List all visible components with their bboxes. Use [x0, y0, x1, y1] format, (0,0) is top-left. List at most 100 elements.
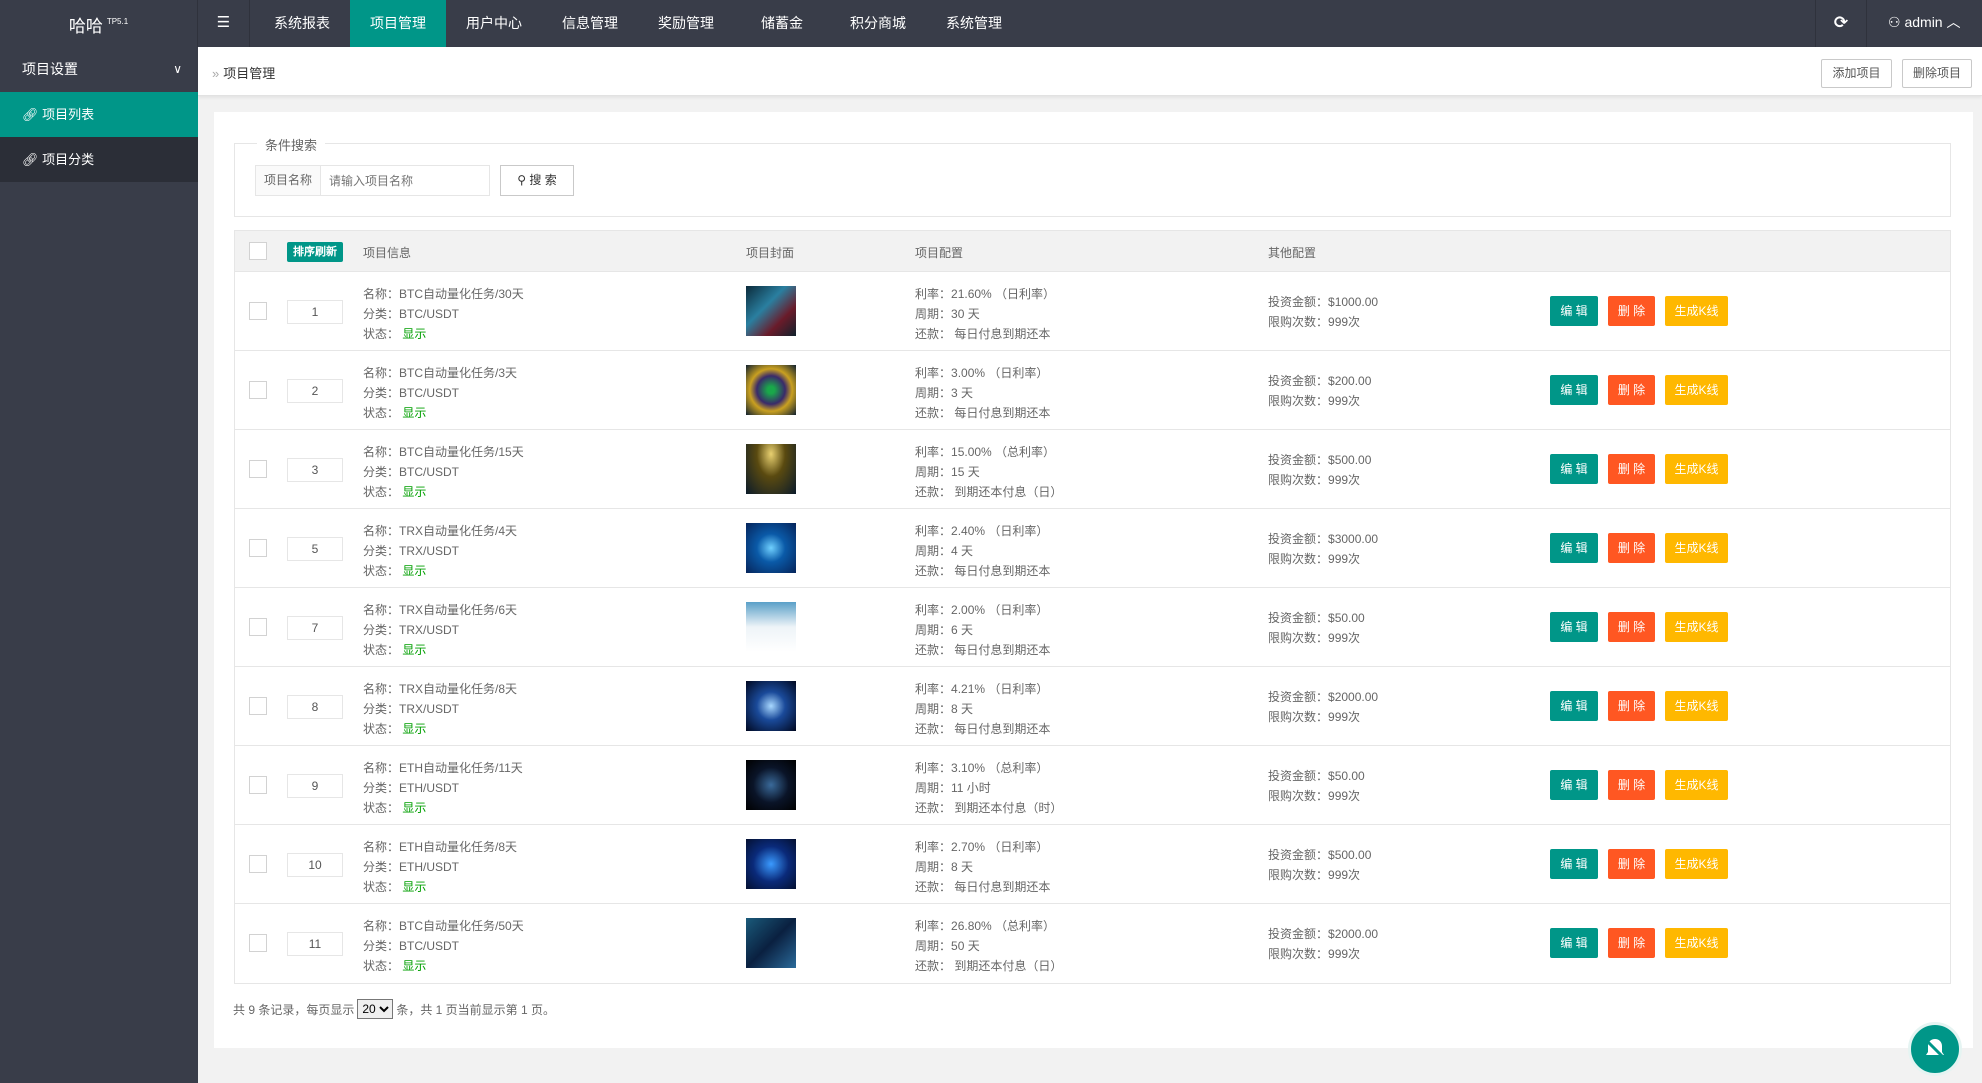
edit-button[interactable]: 编 辑	[1550, 691, 1598, 721]
row-checkbox[interactable]	[249, 697, 267, 715]
edit-button[interactable]: 编 辑	[1550, 849, 1598, 879]
sort-input[interactable]: 10	[287, 853, 343, 877]
sort-input[interactable]: 9	[287, 774, 343, 798]
table-row: 5 名称：TRX自动量化任务/4天 分类：TRX/USDT 状态： 显示 利率：…	[235, 509, 1950, 588]
nav-tab[interactable]: 系统报表	[274, 15, 330, 31]
generate-kline-button[interactable]: 生成K线	[1665, 928, 1728, 958]
project-info: 名称：ETH自动量化任务/8天 分类：ETH/USDT 状态： 显示	[363, 837, 517, 897]
generate-kline-button[interactable]: 生成K线	[1665, 533, 1728, 563]
project-config: 利率：4.21% （日利率） 周期：8 天 还款： 每日付息到期还本	[915, 679, 1050, 739]
sort-input[interactable]: 5	[287, 537, 343, 561]
other-config: 投资金额：$50.00 限购次数：999次	[1268, 766, 1365, 806]
sort-input[interactable]: 2	[287, 379, 343, 403]
edit-button[interactable]: 编 辑	[1550, 612, 1598, 642]
delete-button[interactable]: 删 除	[1608, 375, 1655, 405]
sort-input[interactable]: 1	[287, 300, 343, 324]
refresh-icon[interactable]: ⟳	[1815, 0, 1867, 47]
status-label: 状态：	[363, 485, 400, 499]
amount-value: $1000.00	[1328, 295, 1379, 309]
edit-button[interactable]: 编 辑	[1550, 770, 1598, 800]
repay-label: 还款：	[915, 722, 952, 736]
row-checkbox[interactable]	[249, 618, 267, 636]
category-label: 分类：	[363, 702, 400, 716]
sort-input[interactable]: 3	[287, 458, 343, 482]
page-title: 项目管理	[223, 66, 276, 81]
project-cover-image	[746, 365, 796, 415]
period-label: 周期：	[915, 860, 952, 874]
generate-kline-button[interactable]: 生成K线	[1665, 612, 1728, 642]
delete-project-button[interactable]: 删除项目	[1902, 59, 1972, 88]
floating-action-button[interactable]	[1908, 1022, 1962, 1076]
sort-input[interactable]: 8	[287, 695, 343, 719]
generate-kline-button[interactable]: 生成K线	[1665, 849, 1728, 879]
nav-tab[interactable]: 储蓄金	[761, 15, 803, 31]
nav-tab[interactable]: 系统管理	[946, 15, 1002, 31]
generate-kline-button[interactable]: 生成K线	[1665, 454, 1728, 484]
project-name-input[interactable]	[320, 165, 490, 196]
page-size-select[interactable]: 20	[357, 999, 394, 1019]
category-label: 分类：	[363, 623, 400, 637]
delete-button[interactable]: 删 除	[1608, 849, 1655, 879]
user-menu[interactable]: ⚇ admin ︿	[1888, 0, 1960, 47]
sidebar-item-project-list[interactable]: 🔗︎ 项目列表	[0, 92, 198, 137]
status-badge: 显示	[402, 880, 427, 894]
sort-refresh-button[interactable]: 排序刷新	[287, 242, 343, 262]
limit-value: 999次	[1328, 947, 1361, 961]
search-button-label: 搜 索	[529, 173, 557, 187]
delete-button[interactable]: 删 除	[1608, 296, 1655, 326]
delete-button[interactable]: 删 除	[1608, 691, 1655, 721]
hamburger-icon[interactable]: ☰	[198, 0, 250, 47]
select-all-checkbox[interactable]	[249, 242, 267, 260]
sidebar-group-project-settings[interactable]: 项目设置 ∨	[0, 47, 198, 92]
nav-tab[interactable]: 项目管理	[350, 0, 446, 47]
limit-label: 限购次数：	[1268, 552, 1329, 566]
sidebar-item-project-category[interactable]: 🔗︎ 项目分类	[0, 137, 198, 182]
edit-button[interactable]: 编 辑	[1550, 928, 1598, 958]
row-checkbox[interactable]	[249, 934, 267, 952]
row-checkbox[interactable]	[249, 460, 267, 478]
add-project-button[interactable]: 添加项目	[1821, 59, 1892, 88]
status-badge: 显示	[402, 801, 427, 815]
generate-kline-button[interactable]: 生成K线	[1665, 691, 1728, 721]
row-checkbox[interactable]	[249, 539, 267, 557]
limit-label: 限购次数：	[1268, 789, 1329, 803]
project-category: ETH/USDT	[399, 781, 460, 795]
delete-button[interactable]: 删 除	[1608, 928, 1655, 958]
nav-tab[interactable]: 用户中心	[466, 15, 522, 31]
row-checkbox[interactable]	[249, 855, 267, 873]
edit-button[interactable]: 编 辑	[1550, 454, 1598, 484]
edit-button[interactable]: 编 辑	[1550, 296, 1598, 326]
limit-value: 999次	[1328, 868, 1361, 882]
name-label: 名称：	[363, 840, 400, 854]
rate-label: 利率：	[915, 840, 952, 854]
status-label: 状态：	[363, 880, 400, 894]
generate-kline-button[interactable]: 生成K线	[1665, 770, 1728, 800]
row-checkbox[interactable]	[249, 776, 267, 794]
limit-label: 限购次数：	[1268, 473, 1329, 487]
row-checkbox[interactable]	[249, 381, 267, 399]
delete-button[interactable]: 删 除	[1608, 612, 1655, 642]
search-button[interactable]: ⚲ 搜 索	[500, 165, 574, 196]
project-name: BTC自动量化任务/50天	[399, 919, 524, 933]
edit-button[interactable]: 编 辑	[1550, 533, 1598, 563]
status-badge: 显示	[402, 959, 427, 973]
row-checkbox[interactable]	[249, 302, 267, 320]
delete-button[interactable]: 删 除	[1608, 533, 1655, 563]
breadcrumb-bar: » 项目管理 添加项目 删除项目	[198, 47, 1982, 96]
sort-input[interactable]: 11	[287, 932, 343, 956]
nav-tab[interactable]: 信息管理	[562, 15, 618, 31]
status-label: 状态：	[363, 564, 400, 578]
generate-kline-button[interactable]: 生成K线	[1665, 296, 1728, 326]
delete-button[interactable]: 删 除	[1608, 770, 1655, 800]
project-category: BTC/USDT	[399, 307, 460, 321]
nav-tab[interactable]: 奖励管理	[658, 15, 714, 31]
edit-button[interactable]: 编 辑	[1550, 375, 1598, 405]
project-name: TRX自动量化任务/4天	[399, 524, 518, 538]
delete-button[interactable]: 删 除	[1608, 454, 1655, 484]
nav-tab[interactable]: 积分商城	[850, 15, 906, 31]
repay-label: 还款：	[915, 643, 952, 657]
amount-label: 投资金额：	[1268, 532, 1329, 546]
sort-input[interactable]: 7	[287, 616, 343, 640]
generate-kline-button[interactable]: 生成K线	[1665, 375, 1728, 405]
project-cover-image	[746, 286, 796, 336]
